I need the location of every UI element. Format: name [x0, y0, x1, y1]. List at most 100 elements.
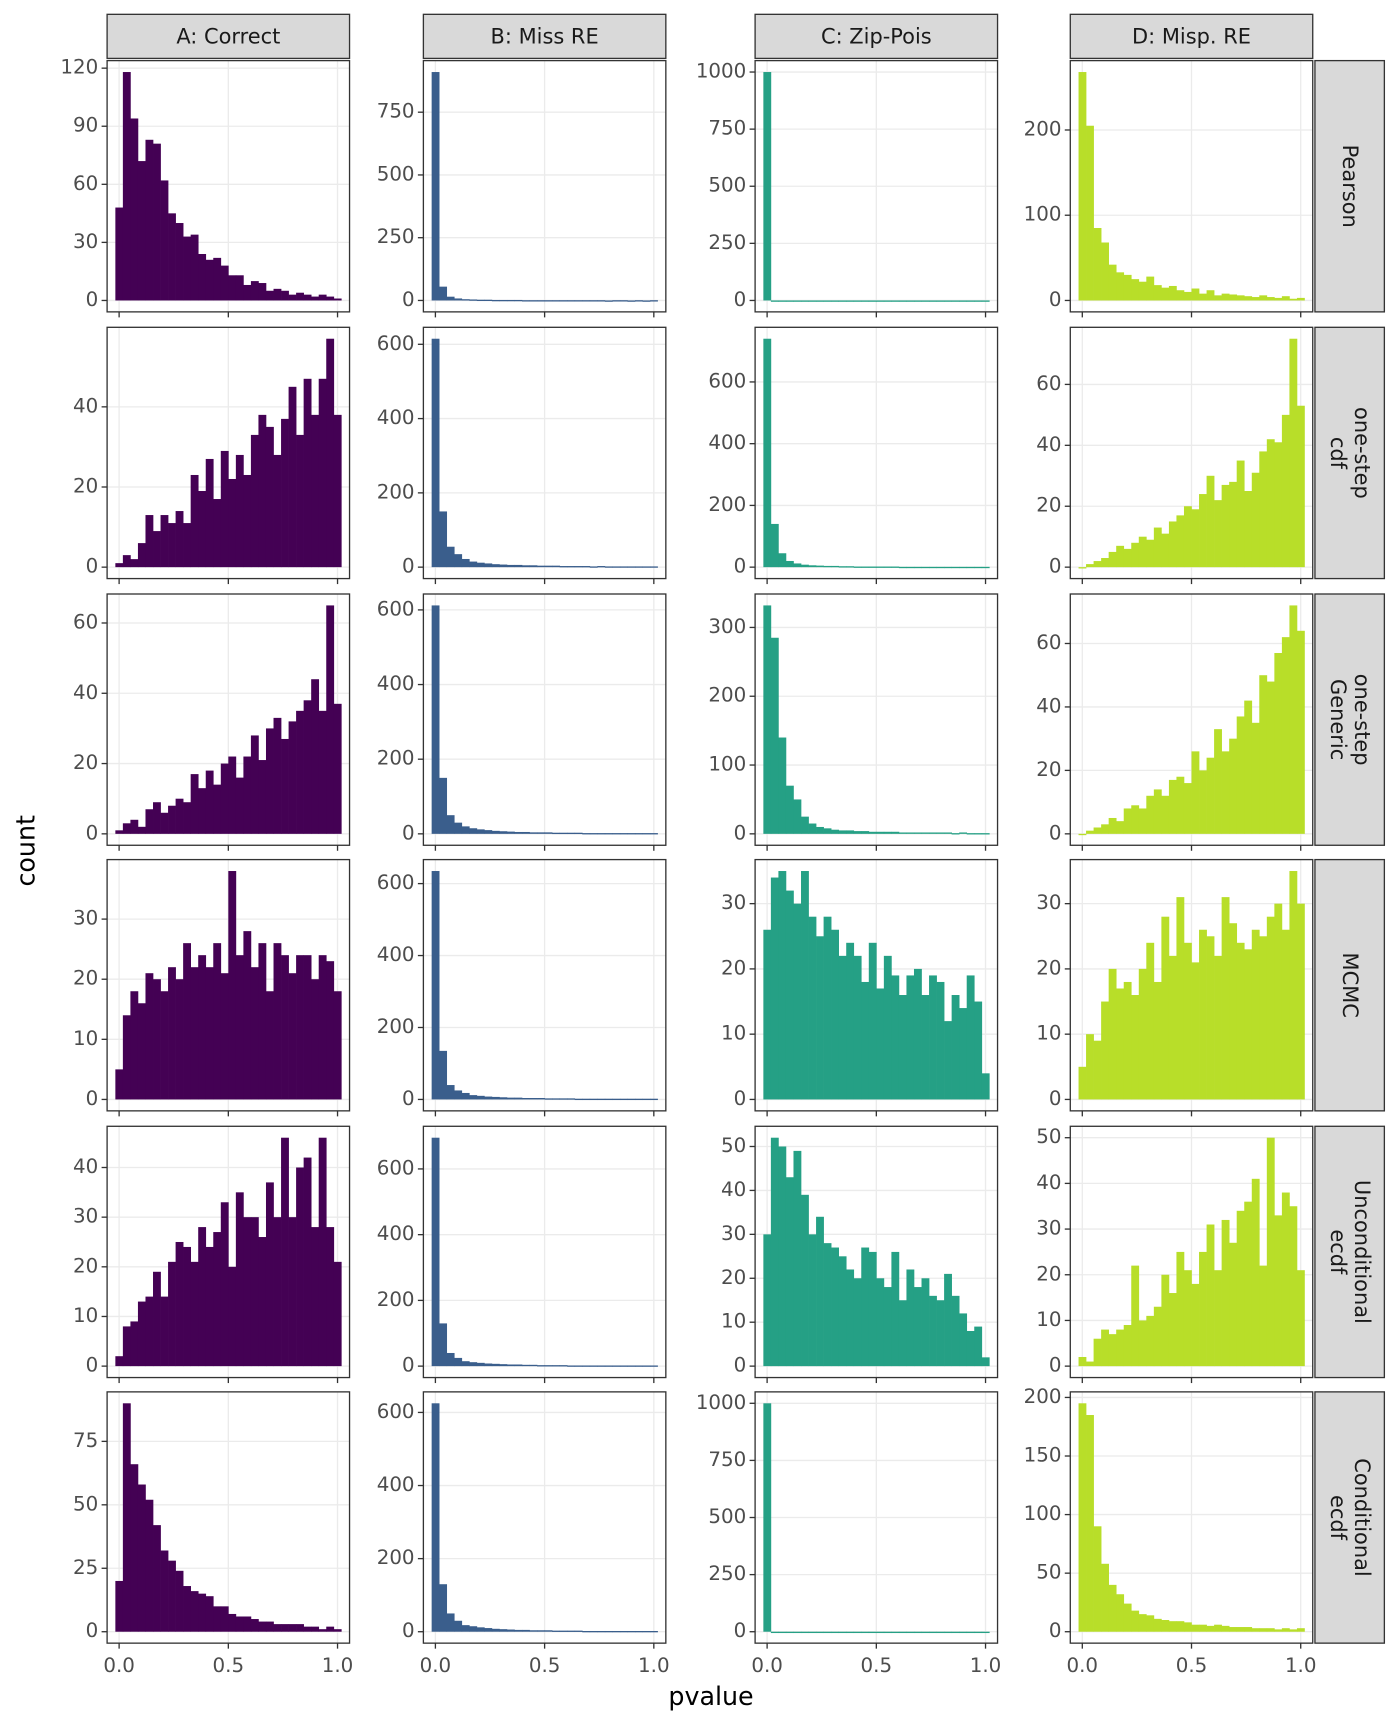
bar	[883, 1287, 892, 1367]
bar	[936, 1631, 945, 1634]
panel-border	[754, 326, 999, 580]
bar	[898, 1300, 907, 1367]
bar	[1206, 475, 1215, 568]
bar	[1146, 1615, 1155, 1632]
column-strip-label: B: Miss RE	[491, 24, 599, 48]
panel-border	[1069, 326, 1314, 580]
bar	[801, 1631, 809, 1634]
bar	[529, 832, 538, 834]
bar	[506, 1629, 515, 1632]
bar	[1236, 716, 1245, 834]
y-tick-label: 0	[86, 555, 99, 578]
y-tick-label: 40	[1036, 694, 1061, 717]
bar	[205, 259, 214, 301]
row-strip-label: ecdf	[1326, 1495, 1350, 1541]
bar	[288, 973, 297, 1100]
bar	[1296, 1628, 1305, 1632]
bar	[906, 1631, 915, 1634]
bar	[604, 566, 613, 568]
bar	[1199, 1251, 1207, 1367]
bar	[559, 566, 568, 568]
bar	[499, 1364, 508, 1367]
bar	[966, 975, 975, 1100]
bar	[861, 981, 870, 1100]
bar	[650, 833, 658, 835]
bar	[1236, 942, 1245, 1100]
bar	[228, 1613, 237, 1632]
bar	[198, 1593, 207, 1632]
bar	[122, 1326, 131, 1367]
bar	[250, 1217, 259, 1367]
bar	[582, 1630, 591, 1633]
bar	[793, 1631, 802, 1634]
bar	[1146, 795, 1155, 834]
bar	[326, 1227, 335, 1367]
bar	[627, 833, 636, 835]
bar	[1281, 637, 1290, 834]
bar	[981, 1357, 990, 1367]
y-tick-label: 20	[1036, 956, 1061, 979]
bar	[137, 826, 146, 834]
bar	[1221, 1219, 1230, 1367]
row-strip-label: Pearson	[1338, 145, 1362, 228]
bar	[816, 826, 824, 834]
bar	[281, 418, 289, 568]
bar	[816, 1631, 824, 1634]
bar	[288, 1624, 297, 1632]
row-strip-label: cdf	[1326, 437, 1350, 470]
x-tick-label: 0.0	[751, 1654, 783, 1677]
panel-border	[106, 326, 351, 580]
bar	[936, 566, 945, 569]
bar	[1236, 295, 1245, 301]
bar	[484, 563, 493, 568]
bar	[469, 828, 478, 834]
x-tick-label: 1.0	[322, 1654, 354, 1677]
bar	[1131, 1265, 1140, 1367]
bar	[1266, 681, 1275, 834]
bar	[326, 296, 335, 301]
bar	[1214, 1270, 1222, 1367]
y-tick-label: 0	[1049, 821, 1062, 844]
panel-border	[422, 326, 667, 580]
bar	[250, 735, 259, 834]
bar	[891, 300, 900, 302]
y-tick-label: 10	[721, 1022, 746, 1045]
bar	[130, 991, 139, 1100]
bar	[311, 1227, 320, 1367]
bar	[582, 833, 591, 835]
bar	[476, 1095, 485, 1100]
bar	[220, 973, 229, 1100]
bar	[213, 1606, 222, 1632]
bar	[514, 1629, 523, 1632]
bar	[801, 871, 809, 1100]
bar	[959, 300, 968, 302]
bar	[1266, 1628, 1275, 1632]
y-tick-label: 200	[377, 1288, 415, 1311]
y-tick-label: 200	[708, 684, 746, 707]
bar	[929, 1631, 937, 1634]
bar	[288, 386, 297, 568]
bar	[183, 802, 192, 834]
bar	[1296, 903, 1305, 1100]
bar	[461, 1092, 470, 1100]
bar	[1259, 936, 1268, 1100]
bar	[258, 1621, 267, 1632]
y-tick-label: 0	[734, 1087, 747, 1110]
bar	[1168, 955, 1177, 1100]
row-strip-label: one-step	[1350, 407, 1374, 499]
bar	[506, 1097, 515, 1100]
bar	[235, 777, 244, 834]
bar	[213, 1232, 222, 1367]
y-tick-label: 0	[402, 555, 415, 578]
bar	[1214, 729, 1222, 834]
bar	[122, 555, 131, 568]
bar	[122, 1015, 131, 1100]
bar	[1123, 1603, 1132, 1632]
bar	[1093, 1338, 1102, 1367]
bar	[439, 511, 448, 568]
bar	[175, 798, 184, 834]
bar	[137, 1301, 146, 1367]
y-tick-label: 20	[721, 956, 746, 979]
y-tick-label: 30	[1036, 1217, 1061, 1240]
y-axis-title: count	[11, 815, 41, 887]
